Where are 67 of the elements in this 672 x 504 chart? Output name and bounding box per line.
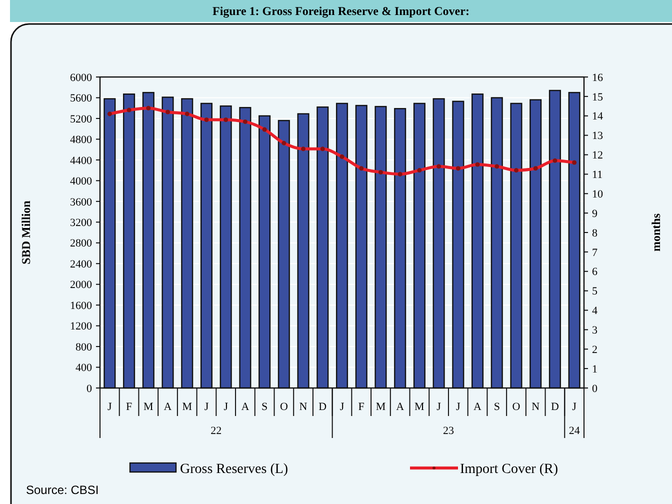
x-tick-label: A	[474, 400, 482, 413]
y2-tick-label: 10	[592, 188, 604, 200]
x-tick-label: M	[144, 400, 154, 413]
y-tick-label: 4800	[70, 134, 92, 146]
x-tick-label: N	[299, 400, 308, 413]
y2-tick-label: 12	[592, 150, 603, 162]
y2-tick-label: 16	[592, 72, 604, 84]
x-tick-label: J	[224, 400, 229, 413]
x-tick-label: A	[241, 400, 250, 413]
y2-tick-label: 0	[592, 382, 598, 395]
x-tick-label: J	[456, 400, 462, 413]
y2-tick-label: 14	[592, 110, 604, 123]
y-tick-label: 2800	[70, 238, 92, 250]
y2-tick-label: 2	[592, 344, 598, 356]
y2-tick-label: 6	[592, 266, 598, 278]
text: 24	[568, 424, 580, 437]
y2-tick-label: 4	[592, 305, 598, 318]
y2-tick-label: 3	[592, 324, 598, 337]
x-tick-label: M	[376, 400, 386, 413]
x-tick-label: A	[164, 400, 172, 413]
y-tick-label: 2400	[70, 258, 92, 270]
x-tick-label: F	[358, 400, 364, 413]
y2-tick-label: 7	[592, 246, 598, 259]
legend-label: Import Cover (R)	[460, 462, 558, 477]
y-tick-label: 0	[86, 382, 92, 395]
x-tick-label: D	[318, 400, 327, 413]
legend-label: Gross Reserves (L)	[180, 462, 288, 477]
y-tick-label: 5200	[70, 113, 92, 126]
y2-tick-label: 13	[592, 130, 604, 142]
y-tick-label: 800	[76, 341, 92, 354]
text: 23	[442, 424, 454, 437]
x-tick-label: J	[436, 400, 442, 413]
y-tick-label: 1200	[70, 320, 92, 333]
y-tick-label: 6000	[70, 72, 92, 84]
chart-title: Figure 1: Gross Foreign Reserve & Import Cover:	[212, 4, 470, 18]
x-tick-label: S	[494, 400, 500, 413]
x-tick-label: F	[126, 400, 132, 413]
x-tick-label: J	[572, 400, 578, 413]
y2-tick-label: 9	[592, 208, 598, 220]
source-note: Source: CBSI	[26, 483, 99, 497]
x-tick-label: O	[280, 400, 288, 413]
y2-tick-label: 11	[592, 169, 603, 182]
x-tick-label: J	[340, 400, 345, 413]
x-tick-label: M	[182, 400, 192, 413]
x-tick-label: O	[512, 400, 520, 413]
x-tick-label: A	[396, 400, 404, 413]
y-axis-title: SBD Million	[19, 200, 33, 264]
y-tick-label: 3200	[70, 216, 92, 229]
y2-tick-label: 1	[592, 363, 598, 376]
y-tick-label: 400	[76, 362, 92, 374]
x-tick-label: S	[261, 400, 268, 413]
x-tick-label: J	[108, 400, 113, 413]
y-tick-label: 3600	[70, 196, 92, 208]
y2-tick-label: 15	[592, 91, 604, 104]
x-tick-label: J	[204, 400, 210, 413]
y-tick-label: 4400	[70, 154, 92, 167]
x-tick-label: D	[550, 400, 559, 413]
y-tick-label: 4000	[70, 176, 92, 188]
x-tick-label: M	[414, 400, 425, 413]
x-tick-label: N	[532, 400, 540, 413]
y-tick-label: 2000	[70, 279, 92, 292]
y2-axis-title: months	[649, 213, 663, 252]
y-tick-label: 1600	[70, 300, 92, 312]
text: 22	[210, 424, 222, 437]
y2-tick-label: 5	[592, 286, 598, 298]
y2-tick-label: 8	[592, 227, 598, 240]
y-tick-label: 5600	[70, 92, 92, 105]
